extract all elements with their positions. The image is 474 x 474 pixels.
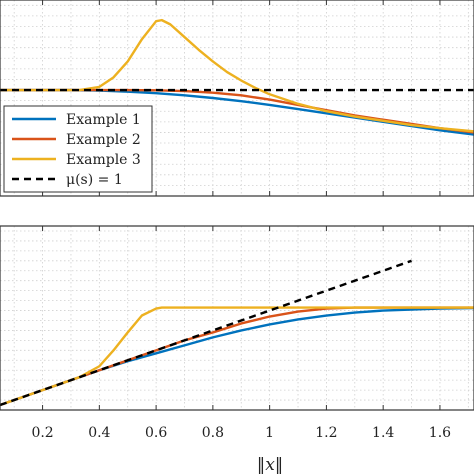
legend-box — [3, 105, 153, 193]
x-tick-label: 1 — [265, 425, 274, 441]
legend-label: μ(s) = 1 — [66, 172, 123, 188]
top-series-line-3 — [0, 18, 474, 133]
bottom-series-line-3 — [0, 306, 474, 407]
x-tick-labels: 0.2 0.4 0.6 0.8 1 1.2 1.4 1.6 — [31, 425, 451, 441]
x-tick-label: 0.2 — [31, 425, 53, 441]
bottom-series-line-4 — [0, 259, 412, 407]
legend-label: Example 1 — [66, 112, 141, 128]
x-tick-label: 1.6 — [429, 425, 451, 441]
legend: Example 1 Example 2 Example 3 μ(s) = 1 — [3, 105, 153, 193]
bottom-plot-area — [0, 226, 474, 410]
top-grid — [0, 0, 474, 196]
bottom-panel — [0, 225, 474, 411]
legend-label: Example 3 — [66, 152, 141, 168]
bottom-axes-frame — [0, 225, 474, 411]
x-tick-label: 0.4 — [88, 425, 110, 441]
x-tick-label: 0.8 — [202, 425, 224, 441]
x-tick-label: 1.2 — [315, 425, 337, 441]
top-axes-frame — [0, 0, 474, 197]
x-axis-label: ‖x‖ — [257, 455, 284, 474]
legend-label: Example 2 — [66, 132, 141, 148]
x-tick-label: 1.4 — [372, 425, 394, 441]
x-tick-label: 0.6 — [145, 425, 167, 441]
